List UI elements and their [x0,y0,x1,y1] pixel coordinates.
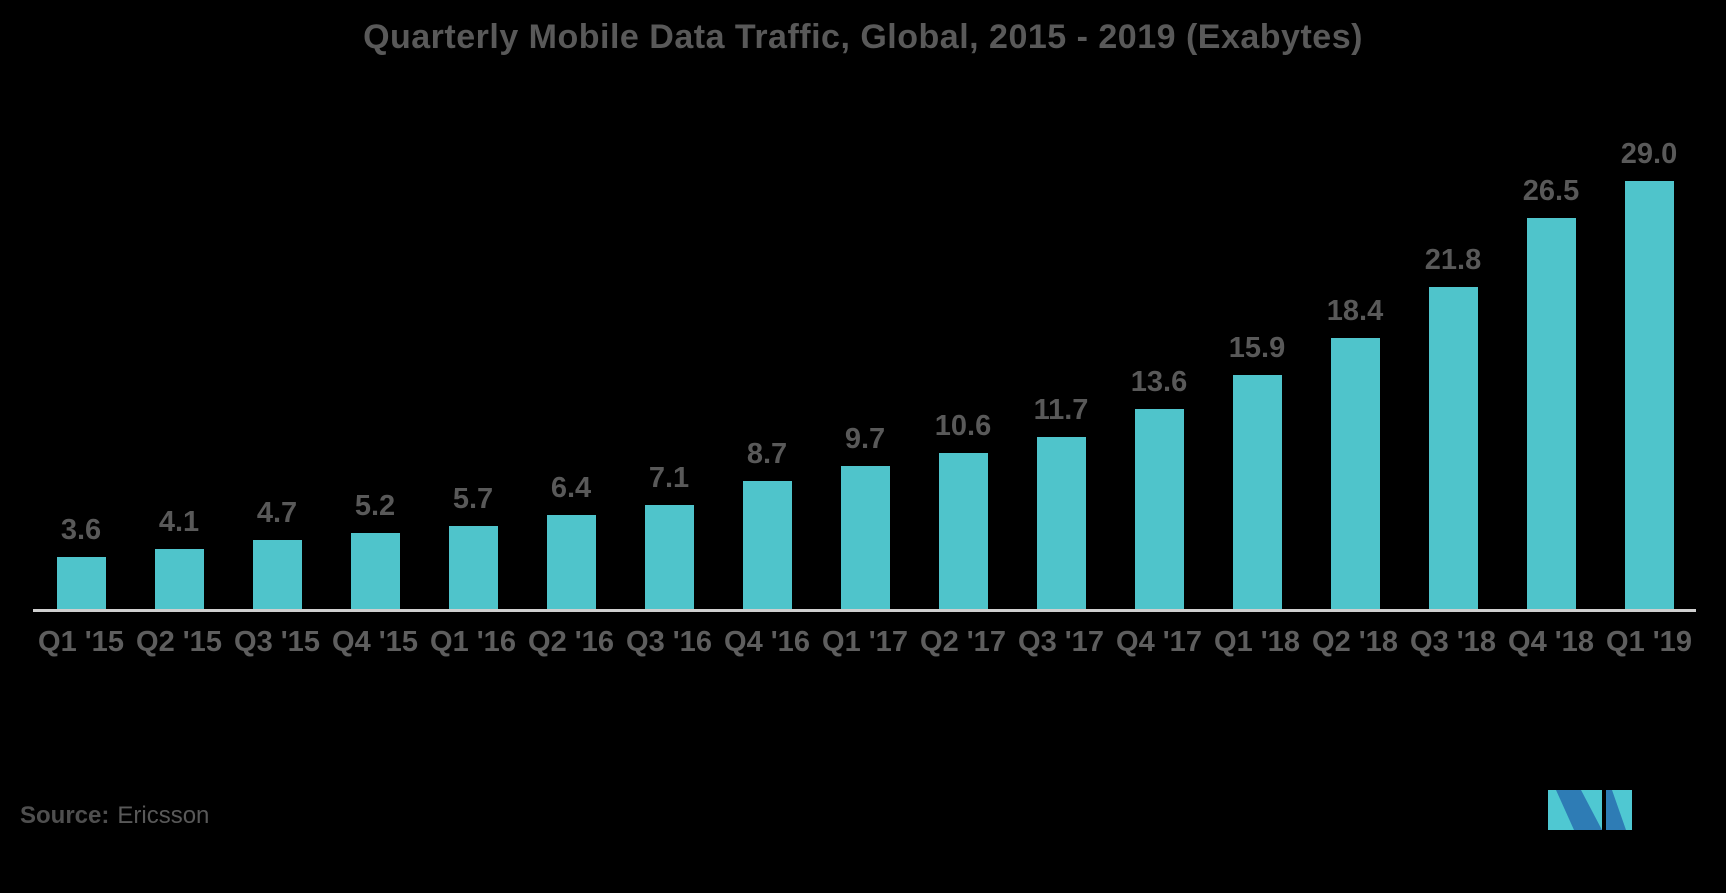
x-axis-label: Q4 '17 [1116,626,1202,658]
x-axis-label: Q4 '16 [724,626,810,658]
logo-right-blue-diagonal [1606,790,1626,830]
chart-title: Quarterly Mobile Data Traffic, Global, 2… [363,18,1363,56]
x-axis-label: Q1 '16 [430,626,516,658]
x-axis-label: Q2 '18 [1312,626,1398,658]
bar [1134,409,1184,610]
x-axis-label: Q4 '18 [1508,626,1594,658]
bar-value-label: 18.4 [1326,295,1384,327]
bar-value-label: 6.4 [550,472,592,504]
bar [252,540,302,610]
bar-value-label: 11.7 [1033,394,1089,426]
bar-value-label: 3.6 [60,514,102,546]
x-axis-label: Q3 '17 [1018,626,1104,658]
bar-value-label: 5.7 [452,483,494,515]
x-axis-label: Q3 '16 [626,626,712,658]
bar [1330,338,1380,610]
bar-group: 18.4 [1306,120,1404,610]
bar [56,557,106,610]
x-axis-label: Q3 '15 [234,626,320,658]
bar [350,533,400,610]
bar-group: 21.8 [1404,120,1502,610]
bar [546,515,596,610]
bar-group: 8.7 [718,120,816,610]
bar [1428,287,1478,610]
bar-value-label: 9.7 [844,423,886,455]
x-axis-label: Q2 '17 [920,626,1006,658]
bar-group: 7.1 [620,120,718,610]
x-axis-label: Q1 '18 [1214,626,1300,658]
bar [644,505,694,610]
x-axis-label: Q2 '16 [528,626,614,658]
x-axis-label: Q1 '19 [1606,626,1692,658]
bar-value-label: 4.1 [158,506,200,538]
bar-value-label: 5.2 [354,490,396,522]
bar-group: 5.2 [326,120,424,610]
bar-value-label: 15.9 [1228,332,1286,364]
bar-value-label: 26.5 [1522,175,1580,207]
bar-group: 13.6 [1110,120,1208,610]
bar-group: 3.6 [32,120,130,610]
bar [448,526,498,610]
source-line: Source: Ericsson [20,802,209,830]
bar [938,453,988,610]
x-axis-label: Q3 '18 [1410,626,1496,658]
source-label: Source: [20,802,110,829]
bar-group: 4.1 [130,120,228,610]
x-axis-label: Q4 '15 [332,626,418,658]
bar-value-label: 7.1 [648,462,690,494]
bar-group: 11.7 [1012,120,1110,610]
mordor-intelligence-logo-icon [1548,790,1632,830]
logo-left-blue-diagonal [1556,790,1602,830]
bar-group: 10.6 [914,120,1012,610]
bar [1526,218,1576,610]
plot-area: 3.6 4.1 4.7 5.2 5.7 6.4 7.1 8.7 9.7 10.6 11.7 13.6 1… [32,120,1698,610]
bar-group: 29.0 [1600,120,1698,610]
x-axis-line [33,609,1696,612]
bar-group: 9.7 [816,120,914,610]
bar-value-label: 4.7 [256,497,298,529]
bar [1232,375,1282,610]
x-axis-label: Q1 '17 [822,626,908,658]
bar-group: 6.4 [522,120,620,610]
bar [154,549,204,610]
bar-value-label: 29.0 [1620,138,1678,170]
x-axis-label: Q2 '15 [136,626,222,658]
x-axis-labels: Q1 '15 Q2 '15 Q3 '15 Q4 '15 Q1 '16 Q2 '16 Q3 '… [32,626,1698,659]
bar-group: 5.7 [424,120,522,610]
bar-value-label: 10.6 [934,410,992,442]
bar-value-label: 21.8 [1424,244,1482,276]
bar-group: 15.9 [1208,120,1306,610]
x-axis-label: Q1 '15 [38,626,124,658]
bar [840,466,890,610]
bar [1624,181,1674,610]
bar-group: 4.7 [228,120,326,610]
bar-value-label: 13.6 [1130,366,1188,398]
source-name: Ericsson [117,802,210,829]
bar [742,481,792,610]
bar [1036,437,1086,610]
bar-group: 26.5 [1502,120,1600,610]
bar-value-label: 8.7 [746,438,788,470]
